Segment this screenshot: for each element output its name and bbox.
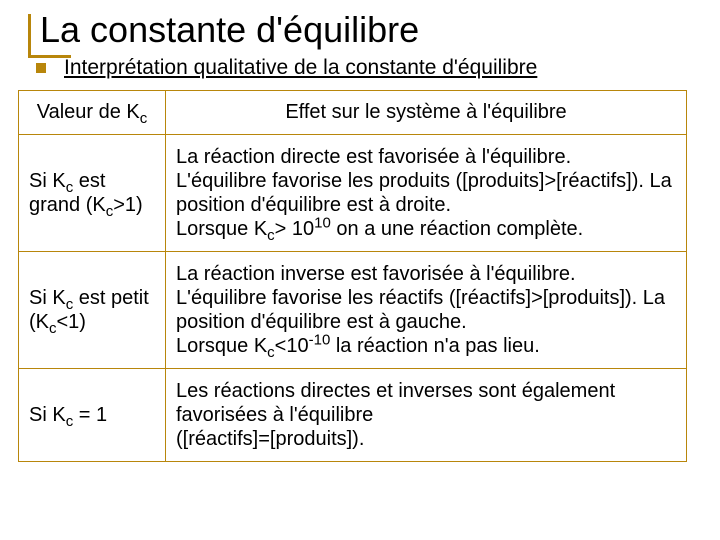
kc-cell: Si Kc est petit (Kc<1) <box>19 251 166 368</box>
table-row: Si Kc est petit (Kc<1) La réaction inver… <box>19 251 687 368</box>
kc-cell: Si Kc = 1 <box>19 368 166 461</box>
header-kc: Valeur de Kc <box>19 90 166 134</box>
subtitle-text: Interprétation qualitative de la constan… <box>64 56 537 80</box>
effect-cell: Les réactions directes et inverses sont … <box>166 368 687 461</box>
equilibrium-table: Valeur de Kc Effet sur le système à l'éq… <box>18 90 687 462</box>
title-accent-shape <box>28 14 34 58</box>
table-body: Si Kc est grand (Kc>1) La réaction direc… <box>19 134 687 461</box>
subtitle-row: Interprétation qualitative de la constan… <box>36 56 702 80</box>
effect-cell: La réaction directe est favorisée à l'éq… <box>166 134 687 251</box>
header-kc-text: Valeur de K <box>37 101 140 123</box>
slide-title: La constante d'équilibre <box>28 10 702 50</box>
table-header-row: Valeur de Kc Effet sur le système à l'éq… <box>19 90 687 134</box>
kc-cell: Si Kc est grand (Kc>1) <box>19 134 166 251</box>
slide: La constante d'équilibre Interprétation … <box>0 0 720 540</box>
effect-cell: La réaction inverse est favorisée à l'éq… <box>166 251 687 368</box>
header-effect: Effet sur le système à l'équilibre <box>166 90 687 134</box>
table-row: Si Kc = 1 Les réactions directes et inve… <box>19 368 687 461</box>
title-block: La constante d'équilibre <box>28 10 702 50</box>
header-kc-sub: c <box>140 110 148 127</box>
square-bullet-icon <box>36 63 46 73</box>
table-row: Si Kc est grand (Kc>1) La réaction direc… <box>19 134 687 251</box>
